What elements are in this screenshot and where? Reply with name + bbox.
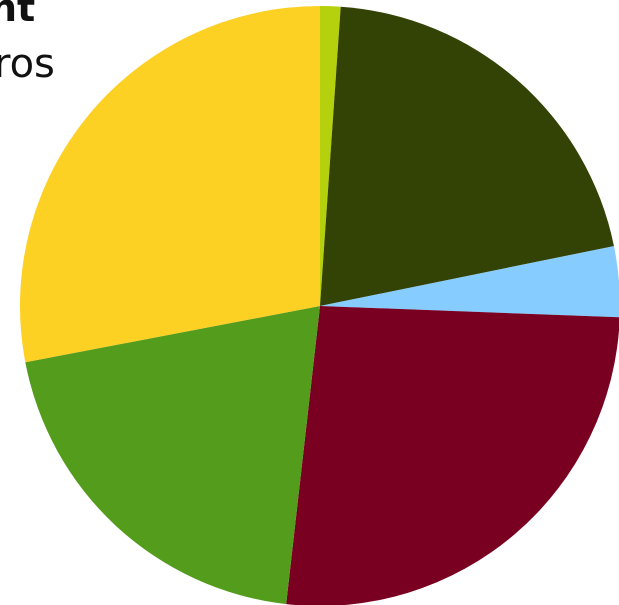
pie-slice-3 [320,246,619,318]
pie-slice-4 [286,306,619,605]
pie-slice-2 [320,6,614,306]
pie-slice-1 [320,6,341,306]
pie-slice-5 [25,306,321,605]
chart-subtitle-fragment: ros [0,41,55,87]
pie-slice-6 [19,6,320,363]
chart-title-fragment: nt [0,0,36,30]
